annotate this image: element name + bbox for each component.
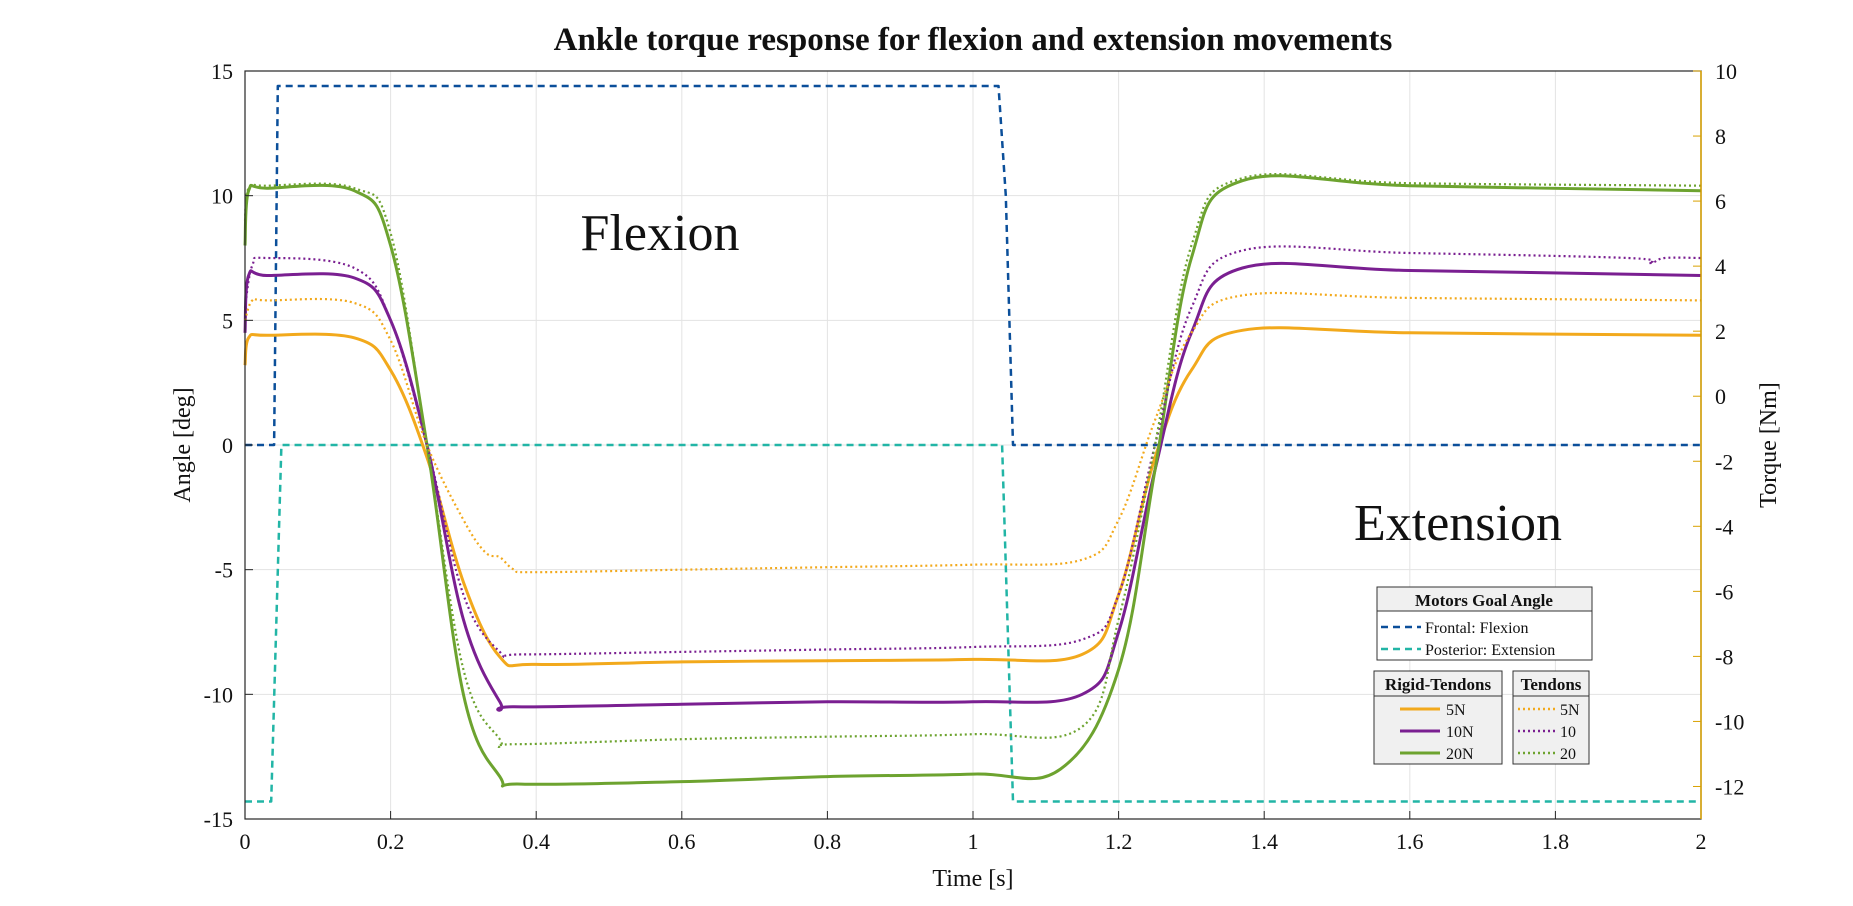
right-y-axis-ticks: 10 8 6 4 2 0 -2 -4 -6 -8 -10 -12 [1693,59,1744,819]
y-left-tick-label: 0 [222,433,233,458]
y-left-tick-label: -15 [204,807,233,832]
y-right-tick-label: 10 [1715,59,1737,84]
series-line-6 [243,245,1702,659]
series-line-4 [243,174,1702,788]
annotation-extension: Extension [1354,495,1562,552]
legend-title-box [1376,586,1593,612]
y-right-tick-label: 8 [1715,124,1726,149]
y-left-tick-label: -10 [204,682,233,707]
left-y-axis-ticks: 15 10 5 0 -5 -10 -15 [204,59,253,832]
legend-title-box [1373,670,1503,697]
y-right-tick-label: -6 [1715,579,1733,604]
x-tick-label: 0.4 [522,829,550,854]
x-tick-label: 1.8 [1542,829,1570,854]
legend-rigid-tendons: Rigid-Tendons 5N 10N 20N [1373,670,1503,765]
y-right-tick-label: 6 [1715,189,1726,214]
y-right-tick-label: 0 [1715,384,1726,409]
legend-motors-goal-angle: Motors Goal Angle Frontal: Flexion Poste… [1376,586,1593,661]
legend-entry-rigid-10n: 10N [1446,724,1474,741]
legend-title: Motors Goal Angle [1415,591,1553,610]
y-left-tick-label: -5 [215,558,233,583]
x-tick-label: 1.2 [1105,829,1133,854]
legend-entry-tendons-20: 20 [1560,746,1576,763]
legend-entry-tendons-5n: 5N [1560,702,1580,719]
legend-entry-rigid-5n: 5N [1446,702,1466,719]
legend-title-box [1512,670,1590,697]
x-axis-ticks: 0 0.2 0.4 0.6 0.8 1 1.2 1.4 1.6 1.8 2 [240,811,1707,854]
x-tick-label: 2 [1696,829,1707,854]
y-left-tick-label: 15 [211,59,233,84]
legend-title: Tendons [1521,675,1582,694]
legend-entry-tendons-10: 10 [1560,724,1576,741]
y-right-tick-label: -4 [1715,514,1733,539]
legend-entry-rigid-20n: 20N [1446,746,1474,763]
x-tick-label: 1.6 [1396,829,1424,854]
legend-entry-posterior: Posterior: Extension [1425,642,1555,659]
right-y-axis-label: Torque [Nm] [1756,382,1782,508]
x-tick-label: 1.4 [1250,829,1278,854]
legend-title: Rigid-Tendons [1385,675,1492,694]
series-line-0 [245,84,1701,447]
series-line-5 [243,291,1702,574]
x-tick-label: 1 [968,829,979,854]
y-right-tick-label: -2 [1715,449,1733,474]
y-left-tick-label: 10 [211,184,233,209]
y-right-tick-label: -10 [1715,709,1744,734]
legend-tendons: Tendons 5N 10 20 [1512,670,1590,765]
y-right-tick-label: -8 [1715,644,1733,669]
y-right-tick-label: 2 [1715,319,1726,344]
x-tick-label: 0.2 [377,829,405,854]
chart-title: Ankle torque response for flexion and ex… [554,22,1393,58]
y-right-tick-label: 4 [1715,254,1726,279]
left-y-axis-label: Angle [deg] [170,387,196,502]
series-line-7 [243,172,1702,748]
series-line-1 [245,443,1701,803]
x-axis-label: Time [s] [932,866,1013,892]
annotation-flexion: Flexion [581,205,740,262]
legend-entry-frontal: Frontal: Flexion [1425,620,1529,637]
series-line-2 [243,326,1702,668]
series-lines [243,84,1702,803]
x-tick-label: 0 [240,829,251,854]
x-tick-label: 0.6 [668,829,696,854]
y-left-tick-label: 5 [222,308,233,333]
y-right-tick-label: -12 [1715,774,1744,799]
x-tick-label: 0.8 [814,829,842,854]
